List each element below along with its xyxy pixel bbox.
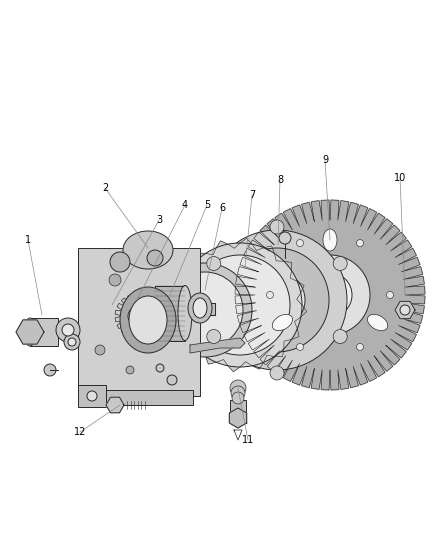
Polygon shape <box>16 320 44 344</box>
Text: 6: 6 <box>219 203 225 213</box>
Ellipse shape <box>148 286 162 341</box>
Circle shape <box>109 274 121 286</box>
Text: 8: 8 <box>277 175 283 185</box>
Circle shape <box>167 375 177 385</box>
Circle shape <box>64 334 80 350</box>
Circle shape <box>333 256 347 271</box>
Bar <box>230 400 246 422</box>
Circle shape <box>297 343 304 351</box>
Circle shape <box>207 256 221 271</box>
Text: 1: 1 <box>25 235 31 245</box>
Circle shape <box>266 292 273 298</box>
Polygon shape <box>173 238 307 372</box>
Ellipse shape <box>24 318 36 346</box>
Text: 12: 12 <box>74 427 86 437</box>
Circle shape <box>386 292 393 298</box>
Polygon shape <box>200 303 215 315</box>
Ellipse shape <box>123 231 173 269</box>
Circle shape <box>230 380 246 396</box>
Text: 9: 9 <box>322 155 328 165</box>
Ellipse shape <box>178 286 192 341</box>
Circle shape <box>207 329 221 343</box>
Circle shape <box>126 366 134 374</box>
Ellipse shape <box>188 293 212 323</box>
Circle shape <box>297 239 304 247</box>
Ellipse shape <box>129 296 167 344</box>
Circle shape <box>110 252 130 272</box>
Circle shape <box>56 318 80 342</box>
Circle shape <box>308 273 352 317</box>
Bar <box>78 385 106 407</box>
Text: 5: 5 <box>204 200 210 210</box>
Text: 11: 11 <box>242 435 254 445</box>
Ellipse shape <box>323 229 337 251</box>
Circle shape <box>156 364 164 372</box>
Circle shape <box>270 366 284 380</box>
Ellipse shape <box>120 287 176 353</box>
Circle shape <box>147 250 163 266</box>
Circle shape <box>270 220 284 234</box>
Text: 7: 7 <box>249 190 255 200</box>
Polygon shape <box>115 294 159 338</box>
Circle shape <box>279 232 291 244</box>
Ellipse shape <box>272 314 293 330</box>
Ellipse shape <box>193 298 207 318</box>
Circle shape <box>207 230 347 370</box>
Circle shape <box>167 272 243 348</box>
Circle shape <box>96 302 128 334</box>
Circle shape <box>44 364 56 376</box>
Ellipse shape <box>27 325 33 339</box>
Circle shape <box>128 307 146 325</box>
Text: 2: 2 <box>102 183 108 193</box>
Circle shape <box>225 248 329 352</box>
Bar <box>155 286 185 341</box>
Ellipse shape <box>367 314 388 330</box>
Circle shape <box>231 386 245 400</box>
Circle shape <box>158 263 252 357</box>
Circle shape <box>357 343 364 351</box>
Circle shape <box>400 305 410 315</box>
Circle shape <box>95 345 105 355</box>
Circle shape <box>68 338 76 346</box>
Circle shape <box>290 255 370 335</box>
Polygon shape <box>395 301 415 319</box>
Polygon shape <box>235 200 425 390</box>
Bar <box>85 390 193 405</box>
Circle shape <box>255 220 405 370</box>
Circle shape <box>232 392 244 404</box>
Text: 3: 3 <box>156 215 162 225</box>
Circle shape <box>333 329 347 343</box>
Circle shape <box>62 324 74 336</box>
Circle shape <box>190 255 290 355</box>
Polygon shape <box>106 397 124 413</box>
Circle shape <box>101 307 123 329</box>
Polygon shape <box>230 408 247 428</box>
FancyBboxPatch shape <box>78 248 200 396</box>
Circle shape <box>249 272 305 328</box>
Text: 10: 10 <box>394 173 406 183</box>
Text: 4: 4 <box>182 200 188 210</box>
Circle shape <box>178 243 302 367</box>
Polygon shape <box>190 338 245 353</box>
Bar <box>30 318 58 346</box>
Circle shape <box>357 239 364 247</box>
Circle shape <box>87 391 97 401</box>
